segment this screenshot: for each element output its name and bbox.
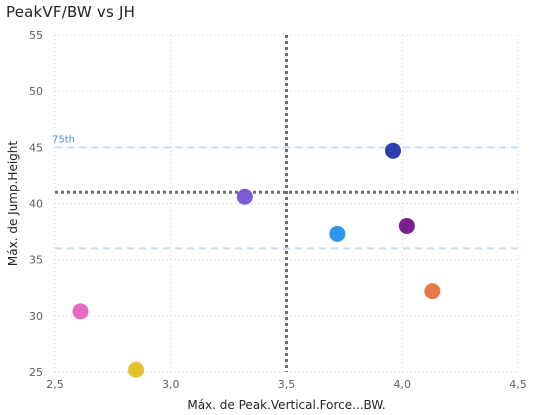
y-tick-label: 50 [29, 85, 43, 98]
x-tick-label: 4,5 [509, 378, 527, 391]
y-tick-label: 30 [29, 310, 43, 323]
x-tick-label: 4,0 [394, 378, 412, 391]
x-axis-title: Máx. de Peak.Vertical.Force...BW. [187, 398, 385, 412]
x-tick-label: 2,5 [46, 378, 64, 391]
chart-title: PeakVF/BW vs JH [6, 3, 136, 21]
reference-line-label: 75th [52, 134, 75, 145]
data-point [72, 303, 89, 320]
data-point [236, 188, 253, 205]
data-point [329, 225, 346, 242]
data-point [398, 217, 415, 234]
data-point [424, 283, 441, 300]
y-axis-title: Máx. de Jump.Height [6, 141, 20, 266]
data-point [384, 142, 401, 159]
reference-lines: 75th [52, 35, 518, 372]
data-point [128, 361, 145, 378]
y-tick-label: 35 [29, 254, 43, 267]
y-tick-label: 55 [29, 29, 43, 42]
y-tick-label: 40 [29, 198, 43, 211]
x-tick-label: 3,5 [278, 378, 296, 391]
y-axis-ticks: 25 30 35 40 45 50 55 [29, 29, 43, 379]
y-tick-label: 25 [29, 366, 43, 379]
y-tick-label: 45 [29, 141, 43, 154]
data-points [72, 142, 441, 378]
x-tick-label: 3,0 [162, 378, 180, 391]
x-axis-ticks: 2,5 3,0 3,5 4,0 4,5 [46, 378, 527, 391]
